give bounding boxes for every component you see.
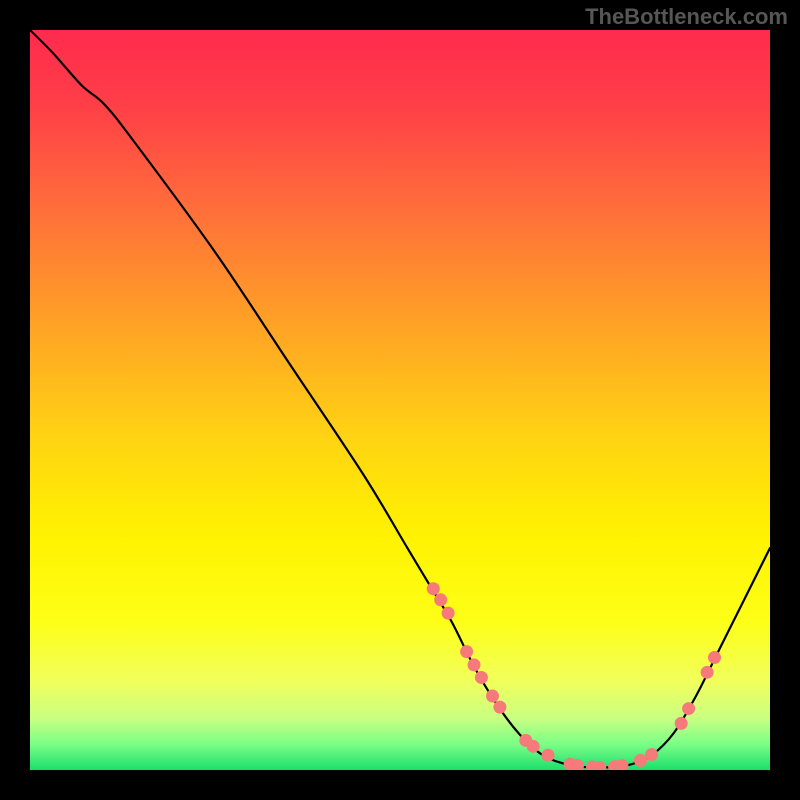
plot-area (30, 30, 770, 770)
data-marker (675, 717, 688, 730)
data-marker (542, 749, 555, 762)
data-marker (468, 658, 481, 671)
data-marker (645, 748, 658, 761)
data-marker (475, 671, 488, 684)
data-marker (682, 702, 695, 715)
data-marker (634, 754, 647, 767)
data-marker (527, 740, 540, 753)
data-marker (427, 582, 440, 595)
gradient-background (30, 30, 770, 770)
data-marker (493, 701, 506, 714)
curve-svg (30, 30, 770, 770)
data-marker (701, 666, 714, 679)
data-marker (460, 645, 473, 658)
data-marker (708, 651, 721, 664)
data-marker (434, 593, 447, 606)
data-marker (442, 607, 455, 620)
watermark-text: TheBottleneck.com (585, 4, 788, 30)
chart-container: TheBottleneck.com (0, 0, 800, 800)
data-marker (486, 690, 499, 703)
